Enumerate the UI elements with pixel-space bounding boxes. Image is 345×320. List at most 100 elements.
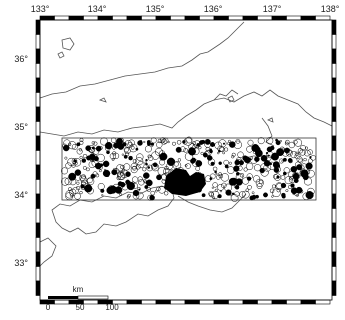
event-circle: [267, 161, 276, 170]
event-circle: [83, 183, 91, 191]
frame-segment: [155, 15, 171, 21]
event-circle: [75, 161, 78, 165]
event-circle: [144, 145, 152, 153]
event-circle: [284, 141, 289, 146]
event-circle: [290, 166, 298, 173]
frame-segment: [228, 299, 244, 305]
frame-segment: [35, 135, 41, 151]
frame-segment: [112, 15, 128, 21]
event-circle: [69, 188, 77, 196]
event-circle: [212, 182, 218, 188]
event-circle: [288, 141, 295, 149]
event-circle: [243, 167, 248, 172]
event-circle: [143, 140, 146, 144]
event-circle: [263, 192, 268, 198]
event-circle: [304, 146, 309, 150]
dense-event-cluster: [164, 168, 206, 196]
event-circle: [224, 164, 229, 169]
event-circle: [127, 142, 133, 148]
event-circle: [285, 189, 289, 193]
event-circle: [162, 139, 166, 143]
frame-segment: [35, 266, 41, 282]
frame-segment: [35, 150, 41, 166]
event-circle: [305, 169, 311, 175]
event-circle: [239, 191, 246, 198]
event-circle: [239, 173, 245, 178]
frame-segment: [271, 15, 287, 21]
event-circle: [222, 142, 226, 145]
event-circle: [76, 142, 81, 147]
event-circle: [129, 183, 133, 188]
event-circle: [112, 152, 120, 160]
event-circle: [73, 159, 77, 163]
frame-segment: [331, 135, 337, 151]
event-circle: [265, 151, 269, 155]
event-circle: [209, 173, 216, 180]
event-circle: [295, 186, 303, 194]
longitude-labels: 133° 134° 135° 136° 137° 138°: [31, 4, 340, 14]
event-circle: [164, 191, 169, 196]
event-circle: [263, 160, 271, 167]
event-circle: [246, 176, 252, 181]
event-circle: [111, 157, 115, 161]
event-circle: [276, 188, 281, 193]
event-circle: [228, 139, 231, 143]
frame-segment: [271, 299, 287, 305]
event-circle: [143, 172, 150, 179]
event-circle: [147, 154, 152, 159]
event-circle: [71, 143, 78, 150]
event-circle: [130, 166, 138, 174]
event-circle: [100, 137, 108, 146]
event-circle: [147, 194, 154, 201]
frame-segment: [331, 222, 337, 238]
event-circle: [137, 176, 143, 182]
event-circle: [81, 158, 87, 163]
event-circle: [286, 148, 290, 152]
event-circle: [110, 137, 117, 143]
event-circle: [156, 174, 162, 181]
event-circle: [281, 147, 285, 152]
frame-segment: [228, 15, 244, 21]
event-circle: [151, 151, 160, 160]
frame-segment: [257, 299, 273, 305]
event-circle: [98, 146, 103, 150]
wakasa-bay: [213, 89, 239, 101]
scale-tick-100: 100: [105, 303, 119, 312]
frame-segment: [331, 106, 337, 122]
event-circle: [271, 195, 274, 198]
frame-segment: [331, 19, 337, 35]
event-circle: [79, 174, 86, 181]
frame-segment: [331, 266, 337, 282]
event-circle: [233, 140, 242, 149]
event-circle: [68, 172, 77, 181]
event-circle: [156, 141, 163, 148]
event-circle: [307, 187, 315, 196]
event-circle: [145, 179, 153, 187]
event-circle: [128, 139, 135, 147]
event-circle: [227, 166, 235, 174]
frame-segment: [35, 280, 41, 296]
event-circle: [299, 189, 304, 194]
frame-segment: [331, 48, 337, 64]
event-circle: [305, 162, 313, 170]
event-circle: [72, 187, 79, 194]
event-circle: [245, 162, 254, 171]
event-circle: [159, 154, 166, 161]
event-circle: [242, 177, 250, 185]
frame-segment: [331, 34, 337, 50]
event-circle: [254, 156, 260, 162]
frame-segment: [170, 299, 186, 305]
event-circle: [98, 169, 102, 173]
event-circle: [259, 167, 265, 174]
event-circle: [157, 167, 166, 176]
lon-label-138: 138°: [321, 4, 340, 14]
event-circle: [109, 153, 117, 160]
frame-segment: [35, 77, 41, 93]
event-circle: [198, 145, 202, 150]
frame-segment: [35, 208, 41, 224]
event-circle: [251, 191, 255, 195]
event-circle: [158, 186, 166, 194]
frame-segment: [331, 208, 337, 224]
event-circle: [132, 165, 137, 171]
event-circle: [217, 151, 220, 155]
